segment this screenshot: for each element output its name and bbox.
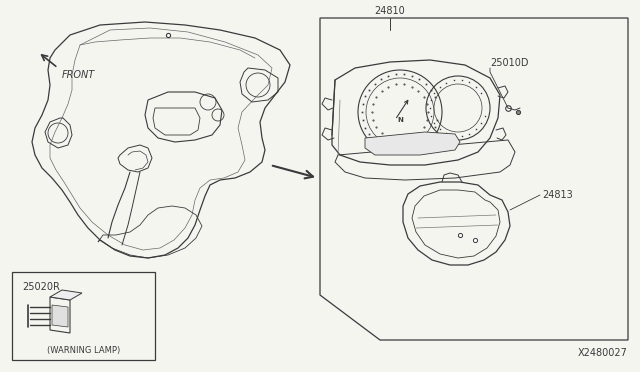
Text: (WARNING LAMP): (WARNING LAMP) [47, 346, 120, 355]
Text: X2480027: X2480027 [578, 348, 628, 358]
Text: FRONT: FRONT [62, 70, 95, 80]
Polygon shape [52, 305, 68, 327]
Text: N: N [397, 117, 403, 123]
Polygon shape [365, 132, 460, 155]
Text: 24813: 24813 [542, 190, 573, 200]
Text: 25020R: 25020R [22, 282, 60, 292]
Text: 24810: 24810 [374, 6, 405, 16]
Polygon shape [50, 290, 82, 300]
Text: 25010D: 25010D [490, 58, 529, 68]
